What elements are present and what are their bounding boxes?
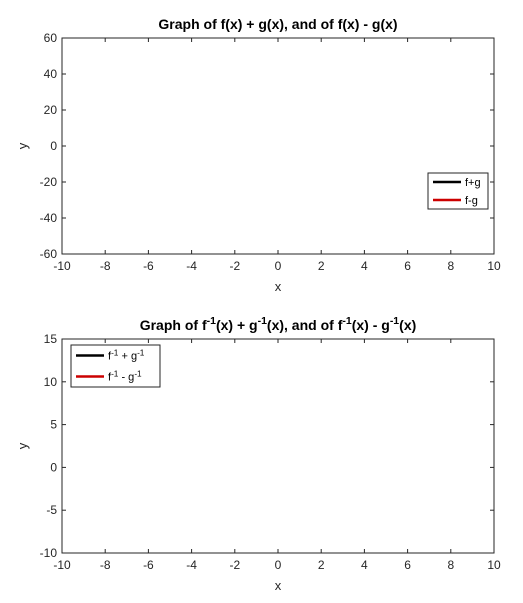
text-part: + g (118, 351, 137, 363)
x-tick-label: 0 (275, 558, 282, 572)
y-tick-label: -10 (40, 546, 58, 560)
x-tick-label: 2 (318, 259, 325, 273)
superscript-text: -1 (134, 369, 142, 378)
legend-label-2: f-g (465, 195, 478, 207)
legend-label-1: f-1 + g-1 (108, 348, 145, 363)
text-part: (x) (399, 317, 416, 333)
x-tick-label: -8 (100, 558, 111, 572)
x-tick-label: 10 (487, 259, 501, 273)
x-tick-label: 4 (361, 558, 368, 572)
superscript-text: -1 (390, 315, 399, 327)
chart-title: Graph of f-1(x) + g-1(x), and of f-1(x) … (140, 315, 417, 333)
x-tick-label: -6 (143, 558, 154, 572)
text-part: f-g (465, 195, 478, 207)
text-part: f (108, 351, 112, 363)
x-tick-label: -4 (186, 558, 197, 572)
ticks: -10 -8 -6 -4 -2 0 2 4 6 8 10 -10 -5 0 5 10 15 (40, 332, 501, 572)
y-tick-label: -5 (46, 503, 57, 517)
x-tick-label: -10 (53, 259, 71, 273)
text-part: f+g (465, 177, 481, 189)
x-tick-label: -4 (186, 259, 197, 273)
x-tick-label: 10 (487, 558, 501, 572)
chart-sum-difference: -10 -8 -6 -4 -2 0 2 4 6 8 10-60-40-200204060xyGrap… (15, 16, 501, 294)
text-part: (x), and of f (267, 317, 343, 333)
x-axis-label: x (275, 578, 282, 593)
x-tick-label: 8 (447, 259, 454, 273)
legend: f-1 + g-1f-1 - g-1 (70, 344, 161, 388)
x-tick-label: 4 (361, 259, 368, 273)
axes-frame (61, 37, 495, 255)
x-tick-label: -8 (100, 259, 111, 273)
legend-box (70, 344, 161, 388)
y-tick-label: 5 (50, 418, 57, 432)
x-tick-label: 0 (275, 259, 282, 273)
y-tick-label: 10 (44, 375, 58, 389)
superscript-text: -1 (111, 348, 119, 357)
x-tick-label: 6 (404, 558, 411, 572)
x-axis-label: x (275, 279, 282, 294)
x-tick-label: -2 (229, 259, 240, 273)
y-tick-label: 15 (44, 332, 58, 346)
superscript-text: -1 (207, 315, 216, 327)
y-tick-label: -40 (40, 211, 58, 225)
legend-label-2: f-1 - g-1 (108, 369, 142, 384)
x-tick-label: 2 (318, 558, 325, 572)
y-tick-label: 40 (44, 67, 58, 81)
x-tick-label: -10 (53, 558, 71, 572)
text-part: (x) - g (352, 317, 390, 333)
text-part: Graph of f(x) + g(x), and of f(x) - g(x) (158, 16, 397, 32)
legend-box (427, 172, 489, 210)
y-tick-label: 0 (50, 139, 57, 153)
y-tick-label: 20 (44, 103, 58, 117)
y-tick-label: 0 (50, 460, 57, 474)
y-axis-label: y (15, 442, 30, 449)
y-tick-label: -20 (40, 175, 58, 189)
superscript-text: -1 (258, 315, 267, 327)
superscript-text: -1 (137, 348, 145, 357)
x-tick-label: 6 (404, 259, 411, 273)
legend: f+g f-g (427, 172, 489, 210)
legend-label-1: f+g (465, 177, 481, 189)
x-tick-label: -6 (143, 259, 154, 273)
y-tick-label: -60 (40, 247, 58, 261)
y-axis-label: y (15, 142, 30, 149)
x-tick-label: -2 (229, 558, 240, 572)
chart-inverse-sum-difference: -10 -8 -6 -4 -2 0 2 4 6 8 10 -10 -5 0 5 10 15 x y Graph of … (15, 315, 501, 593)
x-tick-label: 8 (447, 558, 454, 572)
chart-title: Graph of f(x) + g(x), and of f(x) - g(x) (158, 16, 397, 32)
y-tick-label: 60 (44, 31, 58, 45)
text-part: f (108, 372, 112, 384)
superscript-text: -1 (342, 315, 351, 327)
text-part: Graph of f (140, 317, 207, 333)
superscript-text: -1 (111, 369, 119, 378)
text-part: - g (118, 372, 134, 384)
text-part: (x) + g (216, 317, 258, 333)
